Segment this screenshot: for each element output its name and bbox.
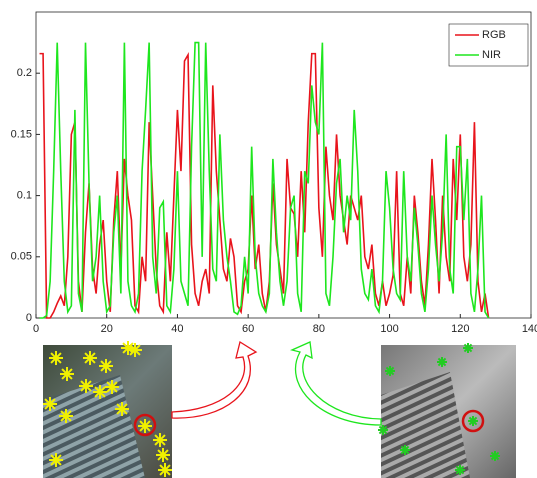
y-tick-label: 0.05 bbox=[11, 251, 32, 263]
keypoint bbox=[99, 359, 113, 373]
keypoint bbox=[79, 379, 93, 393]
keypoint bbox=[468, 416, 478, 426]
keypoint bbox=[43, 397, 57, 411]
legend-label: RGB bbox=[482, 29, 506, 41]
x-tick-label: 80 bbox=[313, 323, 325, 335]
keypoint bbox=[455, 465, 465, 475]
keypoint bbox=[49, 351, 63, 365]
y-tick-label: 0.2 bbox=[17, 67, 32, 79]
keypoint bbox=[400, 445, 410, 455]
keypoint bbox=[158, 463, 172, 477]
keypoint bbox=[93, 385, 107, 399]
x-tick-label: 20 bbox=[101, 323, 113, 335]
x-tick-label: 0 bbox=[33, 323, 39, 335]
y-tick-label: 0.1 bbox=[17, 190, 32, 202]
keypoint bbox=[138, 419, 152, 433]
legend-label: NIR bbox=[482, 49, 501, 61]
arrow bbox=[172, 342, 256, 418]
x-tick-label: 100 bbox=[380, 323, 398, 335]
figure: 0 0.05 0.1 0.15 0.2 0 20 40 60 80 100 120 140 RGB NIR bbox=[0, 0, 537, 478]
keypoint bbox=[156, 448, 170, 462]
keypoint bbox=[128, 343, 142, 357]
keypoint bbox=[105, 380, 119, 394]
keypoint bbox=[83, 351, 97, 365]
keypoint bbox=[437, 357, 447, 367]
y-tick-label: 0.15 bbox=[11, 128, 32, 140]
keypoint bbox=[463, 343, 473, 353]
keypoint bbox=[115, 402, 129, 416]
x-tick-label: 140 bbox=[522, 323, 537, 335]
x-tick-label: 120 bbox=[451, 323, 469, 335]
x-tick-label: 40 bbox=[171, 323, 183, 335]
keypoint bbox=[49, 453, 63, 467]
keypoint bbox=[60, 367, 74, 381]
keypoint bbox=[385, 366, 395, 376]
keypoint bbox=[490, 451, 500, 461]
keypoint bbox=[378, 425, 388, 435]
x-tick-label: 60 bbox=[242, 323, 254, 335]
arrow bbox=[292, 342, 381, 425]
keypoint bbox=[59, 409, 73, 423]
y-tick-label: 0 bbox=[26, 312, 32, 324]
keypoint bbox=[153, 433, 167, 447]
